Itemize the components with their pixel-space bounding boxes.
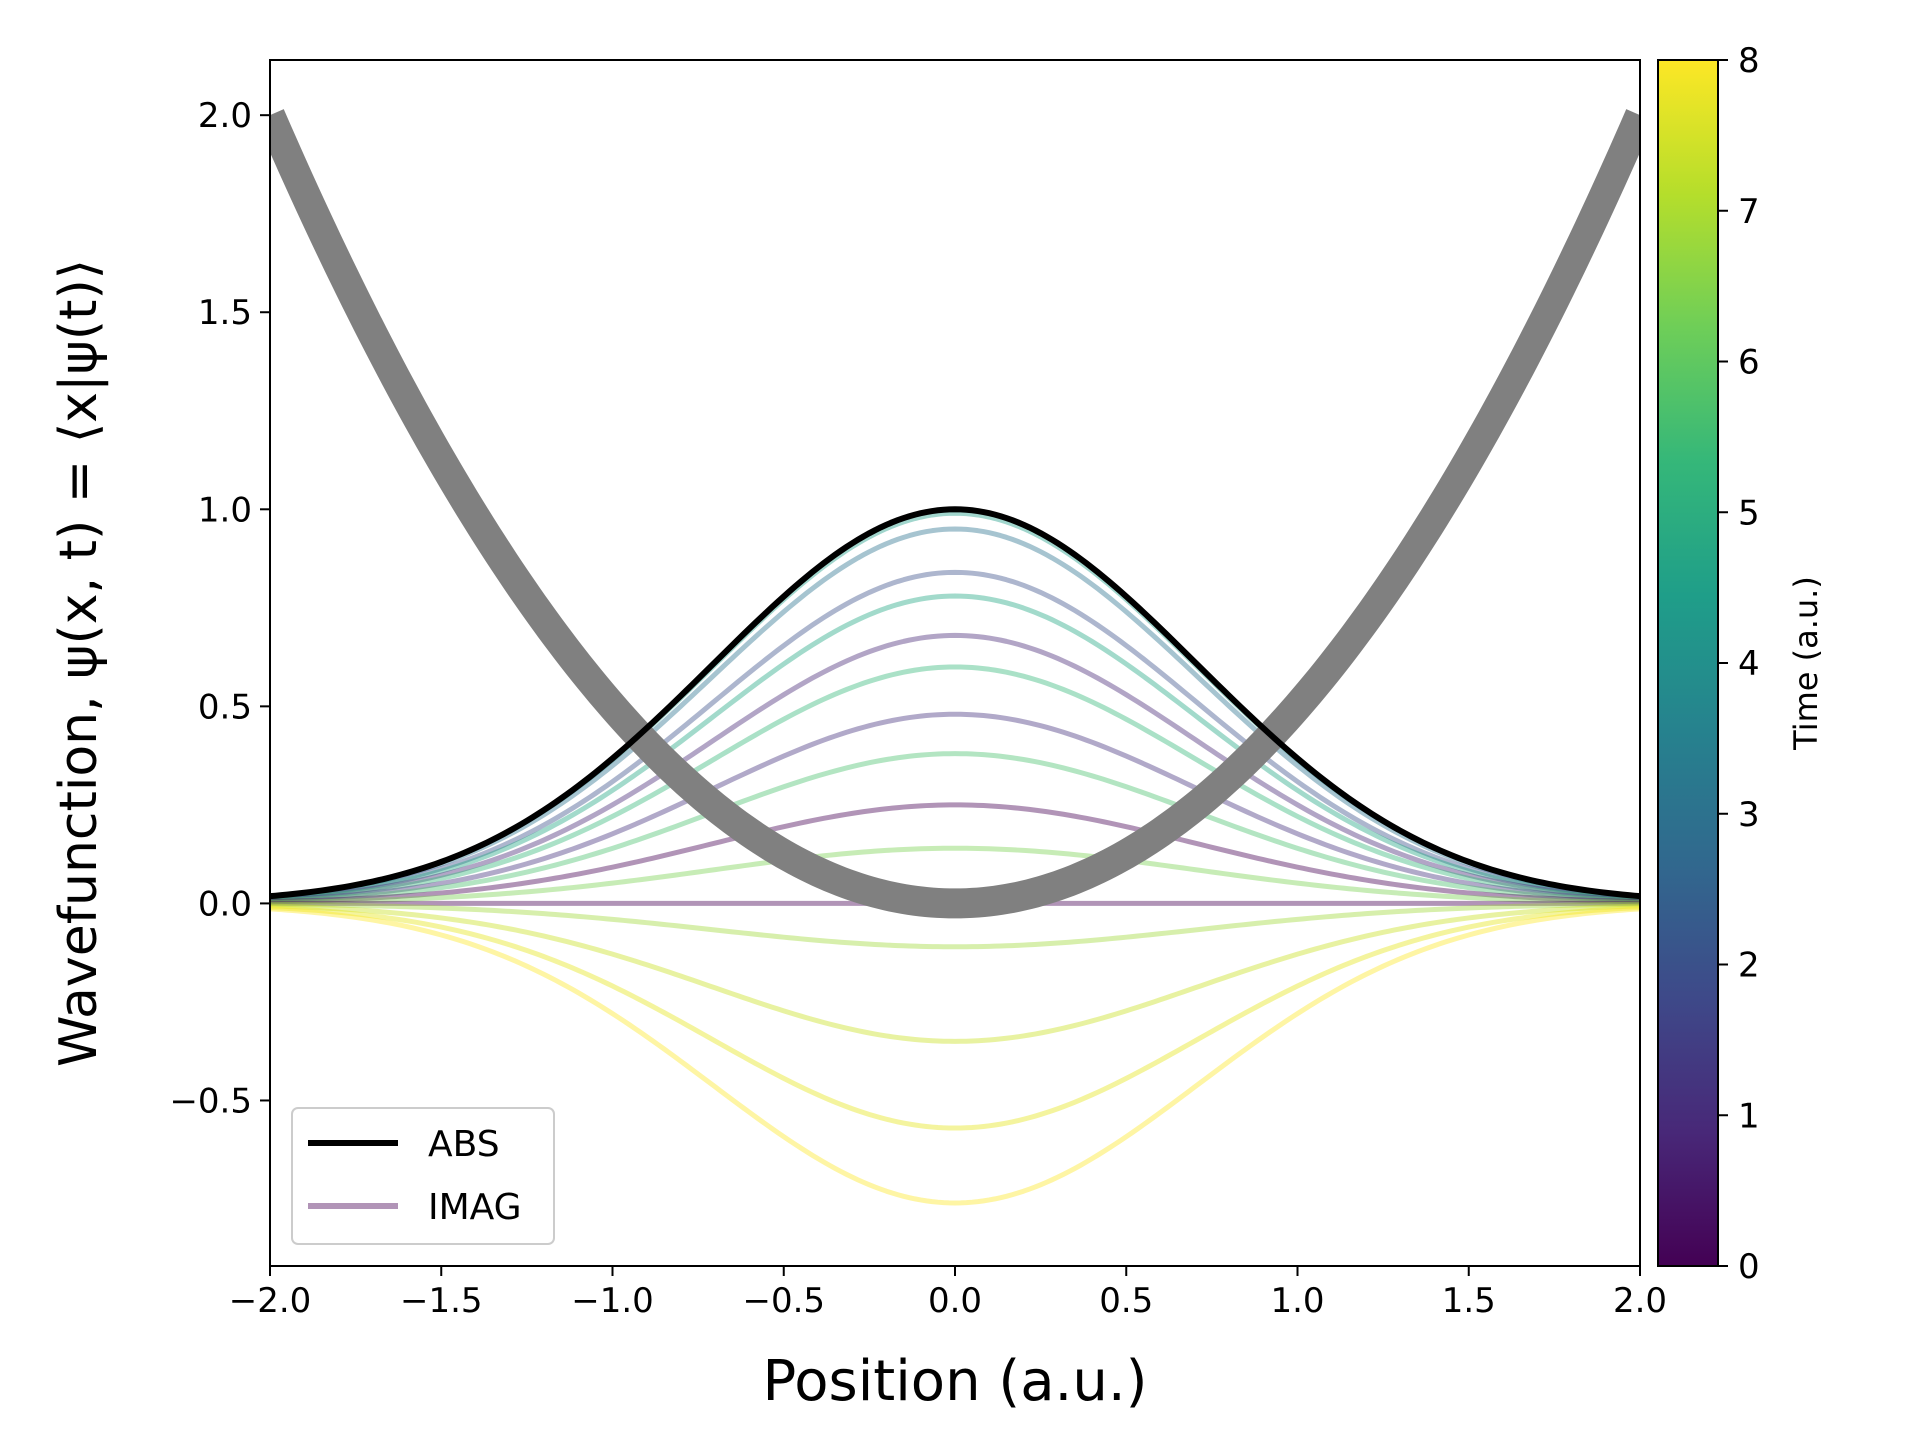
series-line-4 — [270, 632, 1640, 901]
y-tick-label: −0.5 — [169, 1081, 252, 1121]
colorbar-tick-label: 5 — [1738, 493, 1760, 533]
colorbar: 0 1 2 3 4 5 6 7 8 Time (a.u.) — [1657, 41, 1825, 1287]
colorbar-tick-label: 8 — [1738, 41, 1760, 81]
series-line-12 — [270, 903, 1640, 1044]
series-lines — [270, 510, 1640, 1206]
series-line-9 — [270, 845, 1640, 905]
y-axis-ticks: −0.5 0.0 0.5 1.0 1.5 2.0 — [169, 96, 270, 1121]
x-tick-label: 0.5 — [1099, 1281, 1153, 1321]
y-axis-title: Wavefunction, ψ(x, t) = ⟨x|ψ(t)⟩ — [49, 259, 109, 1067]
colorbar-tick-label: 7 — [1738, 192, 1760, 232]
series-line-2 — [270, 569, 1640, 900]
colorbar-title: Time (a.u.) — [1787, 576, 1825, 751]
colorbar-tick-label: 1 — [1738, 1096, 1760, 1136]
series-line-7 — [270, 751, 1640, 904]
series-line-13 — [270, 905, 1640, 1131]
series-line-8 — [270, 802, 1640, 905]
series-line-14 — [270, 906, 1640, 1206]
series-line-6 — [270, 711, 1640, 903]
abs-envelope-line — [270, 506, 1640, 900]
colorbar-tick-label: 6 — [1738, 343, 1760, 383]
x-axis-title: Position (a.u.) — [763, 1349, 1148, 1414]
colorbar-tick-label: 4 — [1738, 644, 1760, 684]
x-tick-label: 0.0 — [928, 1281, 982, 1321]
x-tick-label: −1.5 — [400, 1281, 483, 1321]
series-line-5 — [270, 664, 1640, 902]
x-tick-label: 1.5 — [1442, 1281, 1496, 1321]
x-axis-ticks: −2.0 −1.5 −1.0 −0.5 0.0 0.5 1.0 1.5 2.0 — [229, 1266, 1667, 1321]
x-tick-label: 1.0 — [1270, 1281, 1324, 1321]
colorbar-ticks: 0 1 2 3 4 5 6 7 8 — [1718, 41, 1760, 1287]
series-line-11 — [270, 901, 1640, 950]
plot-area — [270, 109, 1640, 1206]
y-tick-label: 1.0 — [198, 490, 252, 530]
plot-frame — [269, 59, 1641, 1267]
legend: ABS IMAG — [291, 1107, 555, 1245]
colorbar-tick-label: 3 — [1738, 795, 1760, 835]
x-tick-label: −2.0 — [229, 1281, 312, 1321]
y-tick-label: 2.0 — [198, 96, 252, 136]
colorbar-tick-label: 2 — [1738, 946, 1760, 986]
colorbar-tick-label: 0 — [1738, 1247, 1760, 1287]
legend-label-imag: IMAG — [428, 1187, 522, 1228]
x-tick-label: 2.0 — [1613, 1281, 1667, 1321]
y-tick-label: 1.5 — [198, 293, 252, 333]
x-tick-label: −1.0 — [571, 1281, 654, 1321]
colorbar-gradient — [1657, 59, 1719, 1267]
legend-label-abs: ABS — [428, 1124, 500, 1165]
x-tick-label: −0.5 — [742, 1281, 825, 1321]
potential-curve — [270, 109, 1640, 919]
y-tick-label: 0.5 — [198, 687, 252, 727]
y-tick-label: 0.0 — [198, 884, 252, 924]
series-line-3 — [270, 593, 1640, 901]
